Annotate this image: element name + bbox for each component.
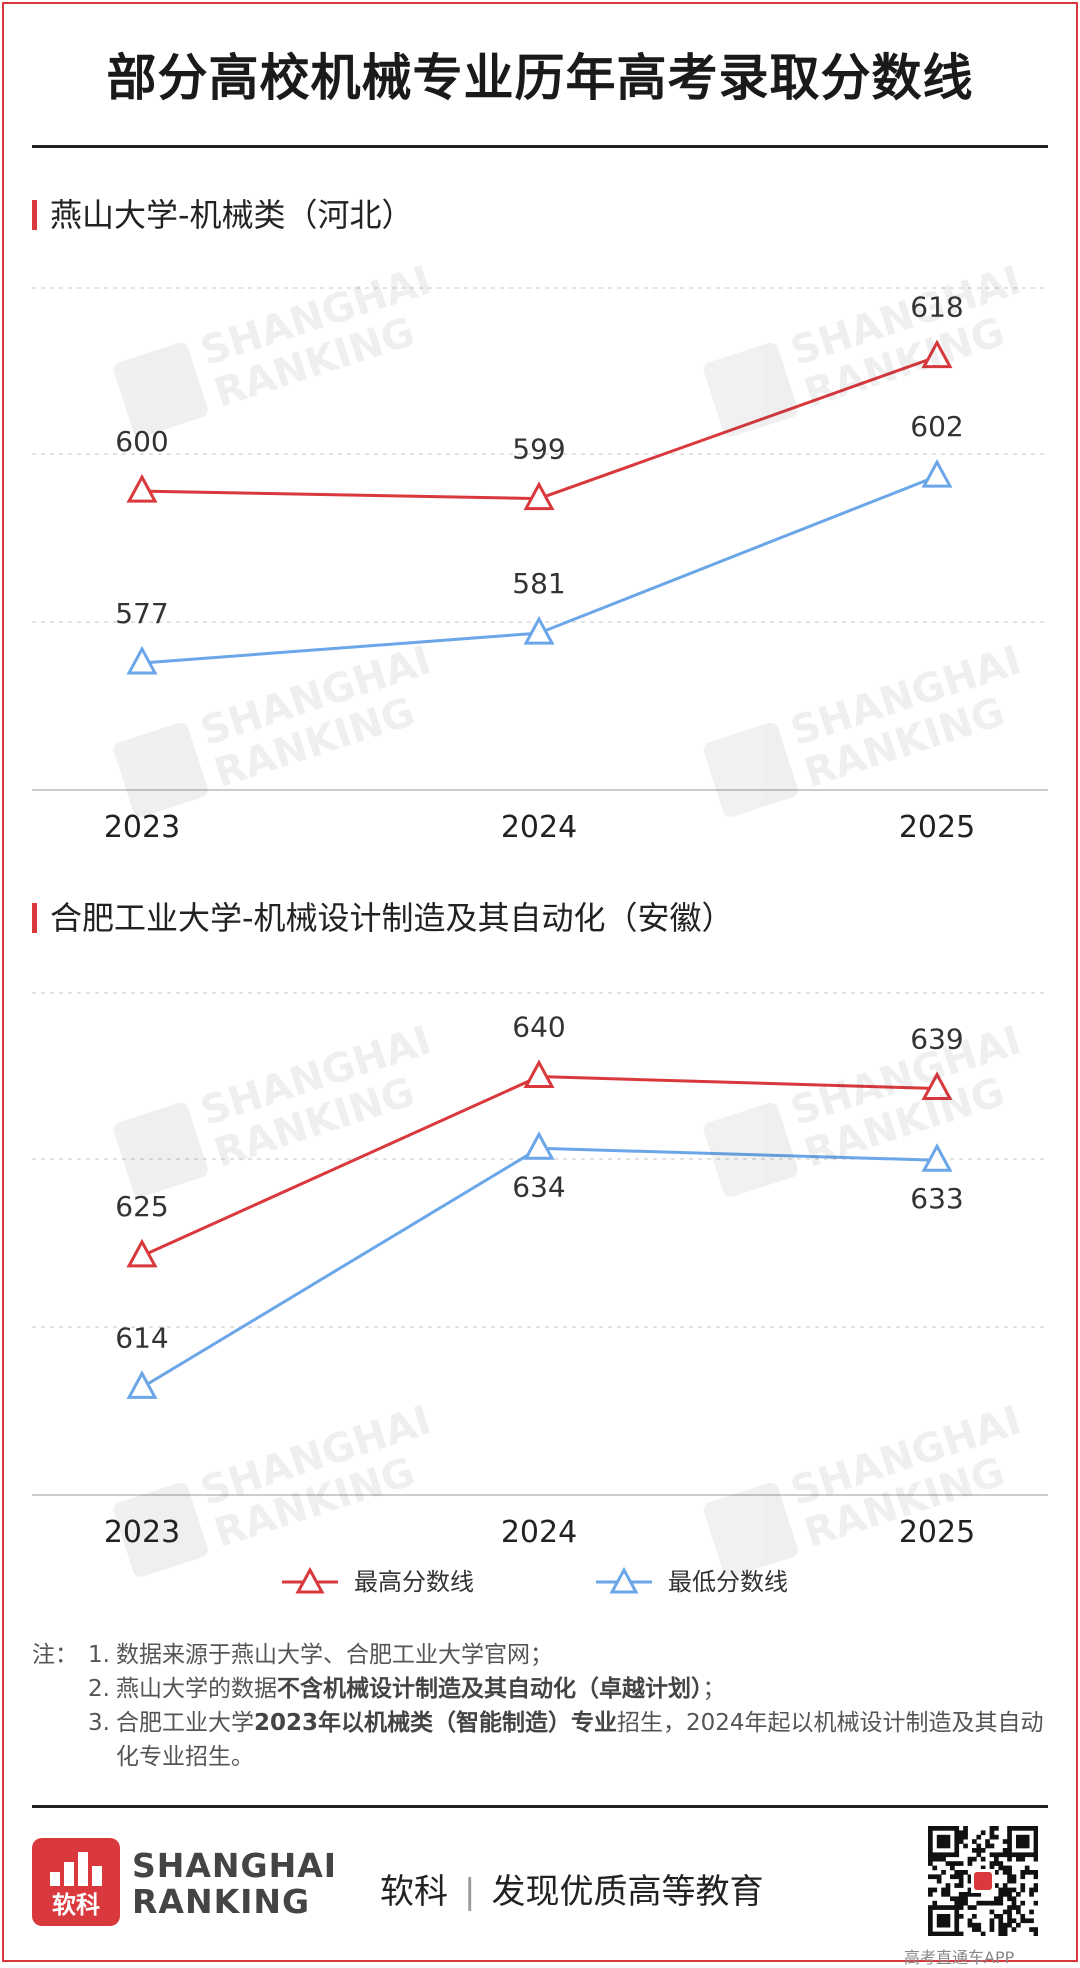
page-title: 部分高校机械专业历年高考录取分数线 (106, 49, 974, 107)
x-tick-label: 2024 (501, 810, 577, 845)
data-label: 634 (512, 1170, 565, 1203)
data-label: 581 (512, 567, 565, 600)
qr-caption: 高考直通车APP (904, 1948, 1015, 1967)
x-tick-label: 2025 (899, 1515, 975, 1550)
data-point-marker (126, 473, 158, 503)
footer-divider (32, 1805, 1048, 1808)
data-label: 639 (910, 1023, 963, 1056)
note-2: 2. 燕山大学的数据不含机械设计制造及其自动化（卓越计划）； (32, 1672, 1052, 1706)
legend-max-label: 最高分数线 (354, 1568, 474, 1596)
data-point-marker (523, 1131, 555, 1160)
chart2-title: 合肥工业大学-机械设计制造及其自动化（安徽） (32, 898, 734, 938)
x-tick-label: 2023 (104, 810, 180, 845)
note-text: 数据来源于燕山大学、合肥工业大学官网； (116, 1642, 553, 1668)
title-divider (32, 145, 1048, 148)
notes: 注： 1. 数据来源于燕山大学、合肥工业大学官网； 2. 燕山大学的数据不含机械… (32, 1638, 1052, 1774)
data-point-marker (126, 1370, 158, 1399)
data-point-marker (523, 615, 555, 645)
x-tick-label: 2025 (899, 810, 975, 845)
slogan: 软科 | 发现优质高等教育 (380, 1872, 764, 1912)
note-prefix: 注： (32, 1642, 78, 1668)
legend-min-label: 最低分数线 (668, 1568, 788, 1596)
shanghai-ranking-logo: 软科 (32, 1838, 120, 1926)
note-number: 2. (88, 1676, 110, 1702)
data-point-marker (126, 1238, 158, 1268)
note-text: 合肥工业大学2023年以机械类（智能制造）专业招生，2024年起以机械设计制造及… (116, 1710, 1044, 1770)
data-point-marker (126, 645, 158, 675)
note-number: 1. (88, 1642, 110, 1668)
brand-name: SHANGHAI RANKING (132, 1846, 338, 1921)
legend-item-min: 最低分数线 (596, 1562, 836, 1602)
data-label: 599 (512, 433, 565, 466)
data-label: 602 (910, 410, 963, 443)
note-1: 注： 1. 数据来源于燕山大学、合肥工业大学官网； (32, 1638, 1052, 1672)
x-tick-label: 2024 (501, 1515, 577, 1550)
data-point-marker (921, 459, 953, 488)
note-text: 燕山大学的数据不含机械设计制造及其自动化（卓越计划）； (116, 1676, 726, 1702)
qr-code[interactable] (928, 1826, 1038, 1936)
chart1-line-chart: 2023 2024 2025 600 599 618 577 581 602 (32, 287, 1048, 845)
chart2-line-chart: 2023 2024 2025 625 640 639 614 634 633 (32, 992, 1048, 1550)
data-label: 618 (910, 291, 963, 324)
data-point-marker (523, 1059, 555, 1089)
chart1-title: 燕山大学-机械类（河北） (32, 195, 414, 235)
legend-item-max: 最高分数线 (282, 1562, 522, 1602)
series-line (141, 355, 938, 501)
data-point-marker (921, 1143, 953, 1172)
legend-min-triangle-icon (596, 1566, 652, 1594)
data-label: 633 (910, 1182, 963, 1215)
x-tick-label: 2023 (104, 1515, 180, 1550)
chart-legend: 最高分数线 最低分数线 (0, 1562, 1080, 1602)
data-label: 625 (115, 1190, 168, 1223)
series-line (141, 1075, 938, 1258)
data-label: 577 (115, 597, 168, 630)
data-label: 614 (115, 1321, 168, 1354)
note-number: 3. (88, 1710, 110, 1736)
data-point-marker (523, 481, 555, 511)
data-point-marker (921, 1071, 953, 1101)
data-label: 600 (115, 425, 168, 458)
data-label: 640 (512, 1011, 565, 1044)
legend-max-triangle-icon (282, 1566, 338, 1594)
data-point-marker (921, 339, 953, 369)
note-3: 3. 合肥工业大学2023年以机械类（智能制造）专业招生，2024年起以机械设计… (32, 1706, 1052, 1774)
